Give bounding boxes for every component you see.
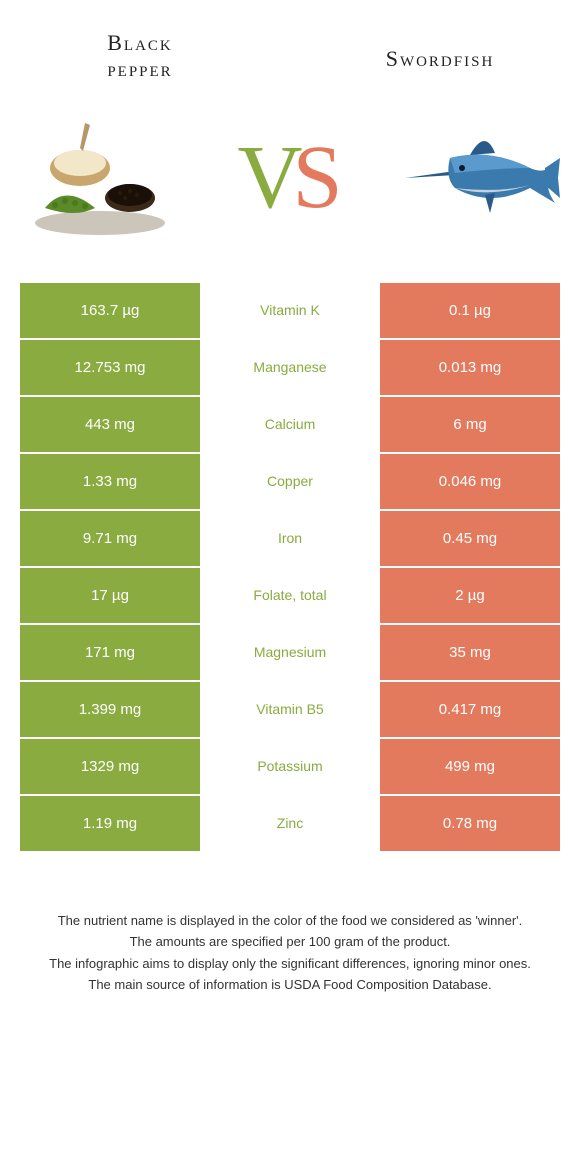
swordfish-image: [400, 108, 560, 248]
left-value: 1.19 mg: [20, 796, 200, 851]
right-value: 35 mg: [380, 625, 560, 680]
footer-line: The nutrient name is displayed in the co…: [40, 911, 540, 931]
left-food-title: Black pepper: [50, 30, 230, 83]
pepper-image: [20, 108, 180, 248]
nutrient-row: 12.753 mgManganese0.013 mg: [20, 340, 560, 395]
nutrient-row: 1.399 mgVitamin B50.417 mg: [20, 682, 560, 737]
nutrient-name: Calcium: [200, 397, 380, 452]
right-value: 0.78 mg: [380, 796, 560, 851]
left-value: 1.33 mg: [20, 454, 200, 509]
nutrient-row: 163.7 µgVitamin K0.1 µg: [20, 283, 560, 338]
right-value: 0.45 mg: [380, 511, 560, 566]
vs-s: S: [292, 126, 342, 229]
footer-notes: The nutrient name is displayed in the co…: [0, 911, 580, 995]
nutrient-name: Magnesium: [200, 625, 380, 680]
nutrient-row: 17 µgFolate, total2 µg: [20, 568, 560, 623]
nutrient-row: 171 mgMagnesium35 mg: [20, 625, 560, 680]
nutrient-name: Folate, total: [200, 568, 380, 623]
title-text: Black: [107, 30, 173, 55]
nutrient-name: Zinc: [200, 796, 380, 851]
title-text: Swordfish: [386, 46, 495, 71]
footer-line: The amounts are specified per 100 gram o…: [40, 932, 540, 952]
nutrient-name: Copper: [200, 454, 380, 509]
right-value: 0.046 mg: [380, 454, 560, 509]
right-value: 2 µg: [380, 568, 560, 623]
nutrient-name: Vitamin B5: [200, 682, 380, 737]
left-value: 1.399 mg: [20, 682, 200, 737]
nutrient-row: 1329 mgPotassium499 mg: [20, 739, 560, 794]
title-text: pepper: [107, 56, 172, 81]
left-value: 17 µg: [20, 568, 200, 623]
footer-line: The main source of information is USDA F…: [40, 975, 540, 995]
nutrient-row: 443 mgCalcium6 mg: [20, 397, 560, 452]
nutrient-name: Vitamin K: [200, 283, 380, 338]
left-value: 12.753 mg: [20, 340, 200, 395]
left-value: 1329 mg: [20, 739, 200, 794]
nutrient-row: 1.33 mgCopper0.046 mg: [20, 454, 560, 509]
right-value: 0.013 mg: [380, 340, 560, 395]
right-food-title: Swordfish: [350, 30, 530, 83]
nutrient-name: Iron: [200, 511, 380, 566]
nutrient-name: Potassium: [200, 739, 380, 794]
image-row: V S: [0, 93, 580, 273]
right-value: 499 mg: [380, 739, 560, 794]
left-value: 9.71 mg: [20, 511, 200, 566]
left-value: 163.7 µg: [20, 283, 200, 338]
header: Black pepper Swordfish: [0, 0, 580, 93]
nutrient-row: 1.19 mgZinc0.78 mg: [20, 796, 560, 851]
footer-line: The infographic aims to display only the…: [40, 954, 540, 974]
left-value: 443 mg: [20, 397, 200, 452]
vs-label: V S: [237, 126, 342, 229]
left-value: 171 mg: [20, 625, 200, 680]
right-value: 0.417 mg: [380, 682, 560, 737]
right-value: 0.1 µg: [380, 283, 560, 338]
nutrient-name: Manganese: [200, 340, 380, 395]
nutrient-table: 163.7 µgVitamin K0.1 µg12.753 mgManganes…: [20, 283, 560, 851]
right-value: 6 mg: [380, 397, 560, 452]
nutrient-row: 9.71 mgIron0.45 mg: [20, 511, 560, 566]
